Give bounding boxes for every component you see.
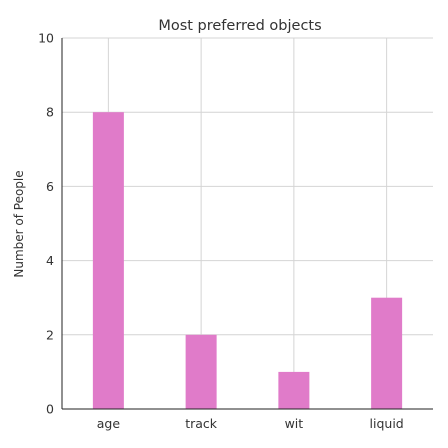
axes xyxy=(61,38,433,410)
y-tick-label: 0 xyxy=(46,402,54,417)
bars xyxy=(92,112,403,409)
bar-track xyxy=(185,334,217,409)
x-tick-label-track: track xyxy=(185,416,218,431)
x-tick-label-liquid: liquid xyxy=(370,416,404,431)
y-axis-label: Number of People xyxy=(12,170,26,277)
x-tick-labels: age track wit liquid xyxy=(97,416,404,431)
y-tick-label: 6 xyxy=(46,179,54,194)
y-tick-label: 2 xyxy=(46,327,54,342)
x-tick-label-wit: wit xyxy=(285,416,304,431)
bar-wit xyxy=(278,371,310,409)
bar-liquid xyxy=(371,297,403,409)
x-tick-label-age: age xyxy=(97,416,121,431)
y-tick-label: 4 xyxy=(46,253,54,268)
y-tick-label: 8 xyxy=(46,105,54,120)
y-tick-label: 10 xyxy=(38,31,54,46)
y-tick-labels: 0 2 4 6 8 10 xyxy=(38,31,54,417)
bar-age xyxy=(92,112,124,409)
chart-title: Most preferred objects xyxy=(158,18,321,34)
